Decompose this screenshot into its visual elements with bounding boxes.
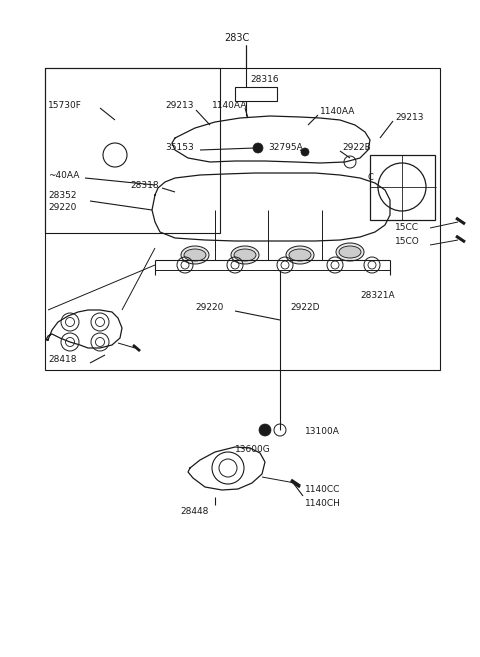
Text: 15CO: 15CO: [395, 237, 420, 246]
Ellipse shape: [339, 246, 361, 258]
Ellipse shape: [184, 249, 206, 261]
Ellipse shape: [336, 243, 364, 261]
Text: 29220: 29220: [195, 304, 223, 313]
Bar: [370, 155, 435, 220]
Text: 1140CH: 1140CH: [305, 499, 341, 507]
Text: 28352: 28352: [48, 191, 76, 200]
Text: 28321A: 28321A: [360, 290, 395, 300]
Ellipse shape: [234, 249, 256, 261]
Text: 13100A: 13100A: [305, 428, 340, 436]
Text: 28316: 28316: [250, 76, 278, 85]
Bar: [45, 68, 220, 233]
Text: 2922D: 2922D: [290, 304, 320, 313]
Circle shape: [301, 148, 309, 156]
Text: C: C: [367, 173, 373, 183]
Text: 35153: 35153: [165, 143, 194, 152]
Ellipse shape: [181, 246, 209, 264]
Text: 15CC: 15CC: [395, 223, 419, 233]
Text: 28418: 28418: [48, 355, 76, 365]
Bar: [235, 87, 277, 101]
Text: 15730F: 15730F: [48, 101, 82, 110]
Text: 29220: 29220: [48, 204, 76, 212]
Text: 1140CC: 1140CC: [305, 486, 340, 495]
Text: 29213: 29213: [395, 114, 423, 122]
Ellipse shape: [286, 246, 314, 264]
Text: 29213: 29213: [165, 101, 193, 110]
Text: 2922B: 2922B: [342, 143, 371, 152]
Text: 1140AA: 1140AA: [212, 101, 247, 110]
Ellipse shape: [289, 249, 311, 261]
Text: 1140AA: 1140AA: [320, 108, 355, 116]
Text: 283C: 283C: [224, 33, 250, 43]
Circle shape: [253, 143, 263, 153]
Text: 32795A: 32795A: [268, 143, 303, 152]
Ellipse shape: [231, 246, 259, 264]
Text: 28448: 28448: [181, 507, 209, 516]
Circle shape: [259, 424, 271, 436]
Bar: [45, 68, 440, 370]
Text: 13600G: 13600G: [235, 445, 271, 455]
Text: ~40AA: ~40AA: [48, 171, 79, 179]
Text: 28318: 28318: [130, 181, 158, 189]
